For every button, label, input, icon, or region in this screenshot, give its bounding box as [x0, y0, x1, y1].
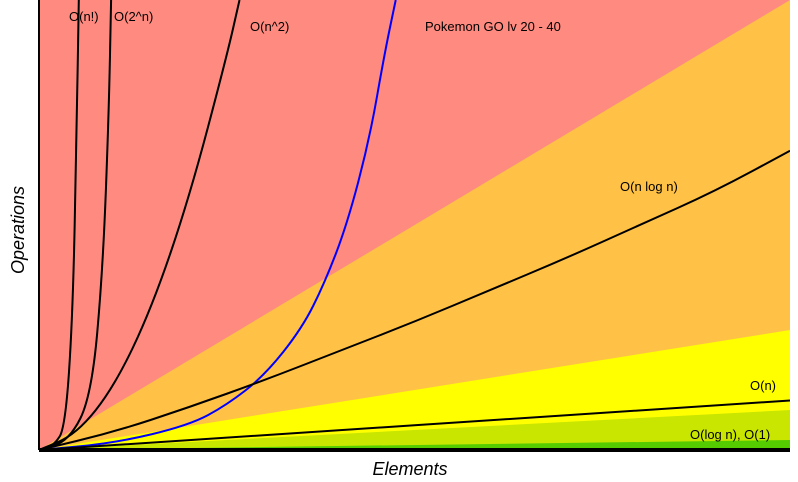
label-factorial: O(n!)	[69, 9, 99, 24]
series-line-5	[39, 399, 790, 450]
label-logconst: O(log n), O(1)	[690, 427, 770, 442]
region-bands	[39, 0, 790, 450]
series-line-3	[39, 0, 397, 450]
region-orange	[39, 0, 790, 450]
y-axis-title: Operations	[8, 186, 28, 274]
label-nlogn: O(n log n)	[620, 179, 678, 194]
label-pokemon: Pokemon GO lv 20 - 40	[425, 19, 561, 34]
series-line-1	[39, 0, 113, 450]
series-line-2	[39, 0, 241, 450]
label-linear: O(n)	[750, 378, 776, 393]
region-green	[39, 440, 790, 450]
label-quadratic: O(n^2)	[250, 19, 289, 34]
series-line-4	[39, 149, 790, 450]
region-yellow-green	[39, 410, 790, 450]
label-exponential: O(2^n)	[114, 9, 153, 24]
x-axis-title: Elements	[372, 459, 447, 479]
